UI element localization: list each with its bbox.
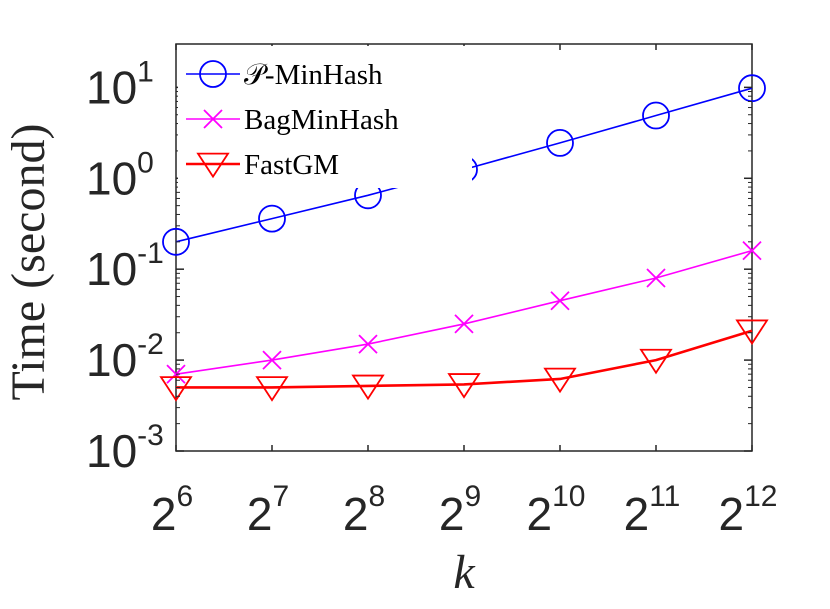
legend-label: BagMinHash: [244, 104, 399, 136]
y-tick-label: 10-1: [86, 237, 164, 295]
x-tick-label: 26: [151, 480, 193, 540]
x-tick-label: 28: [343, 480, 385, 540]
y-tick-label-base: 10: [86, 243, 137, 295]
y-tick-label: 10-2: [86, 328, 164, 386]
x-tick-label-exponent: 11: [649, 480, 680, 513]
x-tick-label-exponent: 9: [464, 480, 481, 513]
data-point: [735, 319, 769, 346]
data-point: [258, 204, 286, 233]
data-point: [358, 334, 378, 354]
y-tick-label-exponent: 0: [137, 146, 154, 179]
data-point: [159, 376, 193, 402]
data-point: [447, 373, 481, 399]
x-tick-label: 29: [439, 480, 481, 540]
y-tick-label-exponent: 1: [137, 55, 154, 88]
data-point: [543, 367, 577, 394]
x-tick-label-exponent: 7: [272, 480, 289, 513]
y-axis-title: Time (second): [2, 124, 55, 401]
legend-marker: [196, 152, 230, 179]
data-point: [639, 348, 673, 375]
x-tick-label-exponent: 10: [552, 480, 585, 513]
x-tick-label-base: 2: [719, 488, 745, 540]
y-tick-label-base: 10: [86, 152, 137, 204]
data-point: [550, 291, 570, 311]
y-tick-label-exponent: -1: [137, 237, 164, 270]
x-tick-label-exponent: 6: [176, 480, 193, 513]
x-tick-label: 210: [527, 480, 586, 540]
y-tick-label: 100: [86, 146, 154, 204]
x-tick-label-exponent: 8: [368, 480, 385, 513]
y-tick-label-exponent: -3: [137, 419, 164, 452]
data-point: [742, 240, 762, 261]
legend-entry: BagMinHash: [186, 104, 399, 136]
x-tick-label-base: 2: [439, 488, 465, 540]
data-point: [262, 350, 282, 370]
x-tick-label-base: 2: [527, 488, 553, 540]
x-tick-label-base: 2: [151, 488, 177, 540]
x-tick-label-base: 2: [247, 488, 273, 540]
y-tick-label-base: 10: [86, 334, 137, 386]
series-1: [166, 240, 762, 384]
x-tick-label-base: 2: [343, 488, 369, 540]
data-point: [351, 374, 385, 401]
y-tick-label-base: 10: [86, 61, 137, 113]
legend: 𝒫-MinHash BagMinHash FastGM: [178, 46, 472, 188]
legend-marker: [199, 60, 227, 88]
data-point: [255, 376, 289, 402]
series-line: [176, 329, 753, 389]
legend-label: 𝒫-MinHash: [244, 59, 383, 91]
legend-marker: [203, 109, 223, 129]
x-tick-label: 211: [624, 480, 681, 540]
x-axis-title: k: [453, 546, 476, 599]
legend-entry: FastGM: [186, 149, 339, 181]
x-tick-label: 212: [719, 480, 778, 540]
data-point: [646, 268, 666, 288]
y-tick-label: 101: [86, 55, 154, 113]
legend-entry: 𝒫-MinHash: [186, 59, 383, 91]
x-tick-label-base: 2: [624, 488, 650, 540]
legend-label: FastGM: [244, 149, 339, 181]
data-point: [162, 227, 190, 256]
series-2: [159, 319, 769, 402]
y-tick-label-exponent: -2: [137, 328, 164, 361]
series-layer: [159, 74, 769, 402]
x-tick-label: 27: [247, 480, 289, 540]
y-tick-label-base: 10: [86, 425, 137, 477]
data-point: [642, 101, 670, 130]
x-tick-label-exponent: 12: [744, 480, 777, 513]
data-point: [454, 314, 474, 334]
y-tick-label: 10-3: [86, 419, 164, 477]
data-point: [546, 129, 574, 157]
